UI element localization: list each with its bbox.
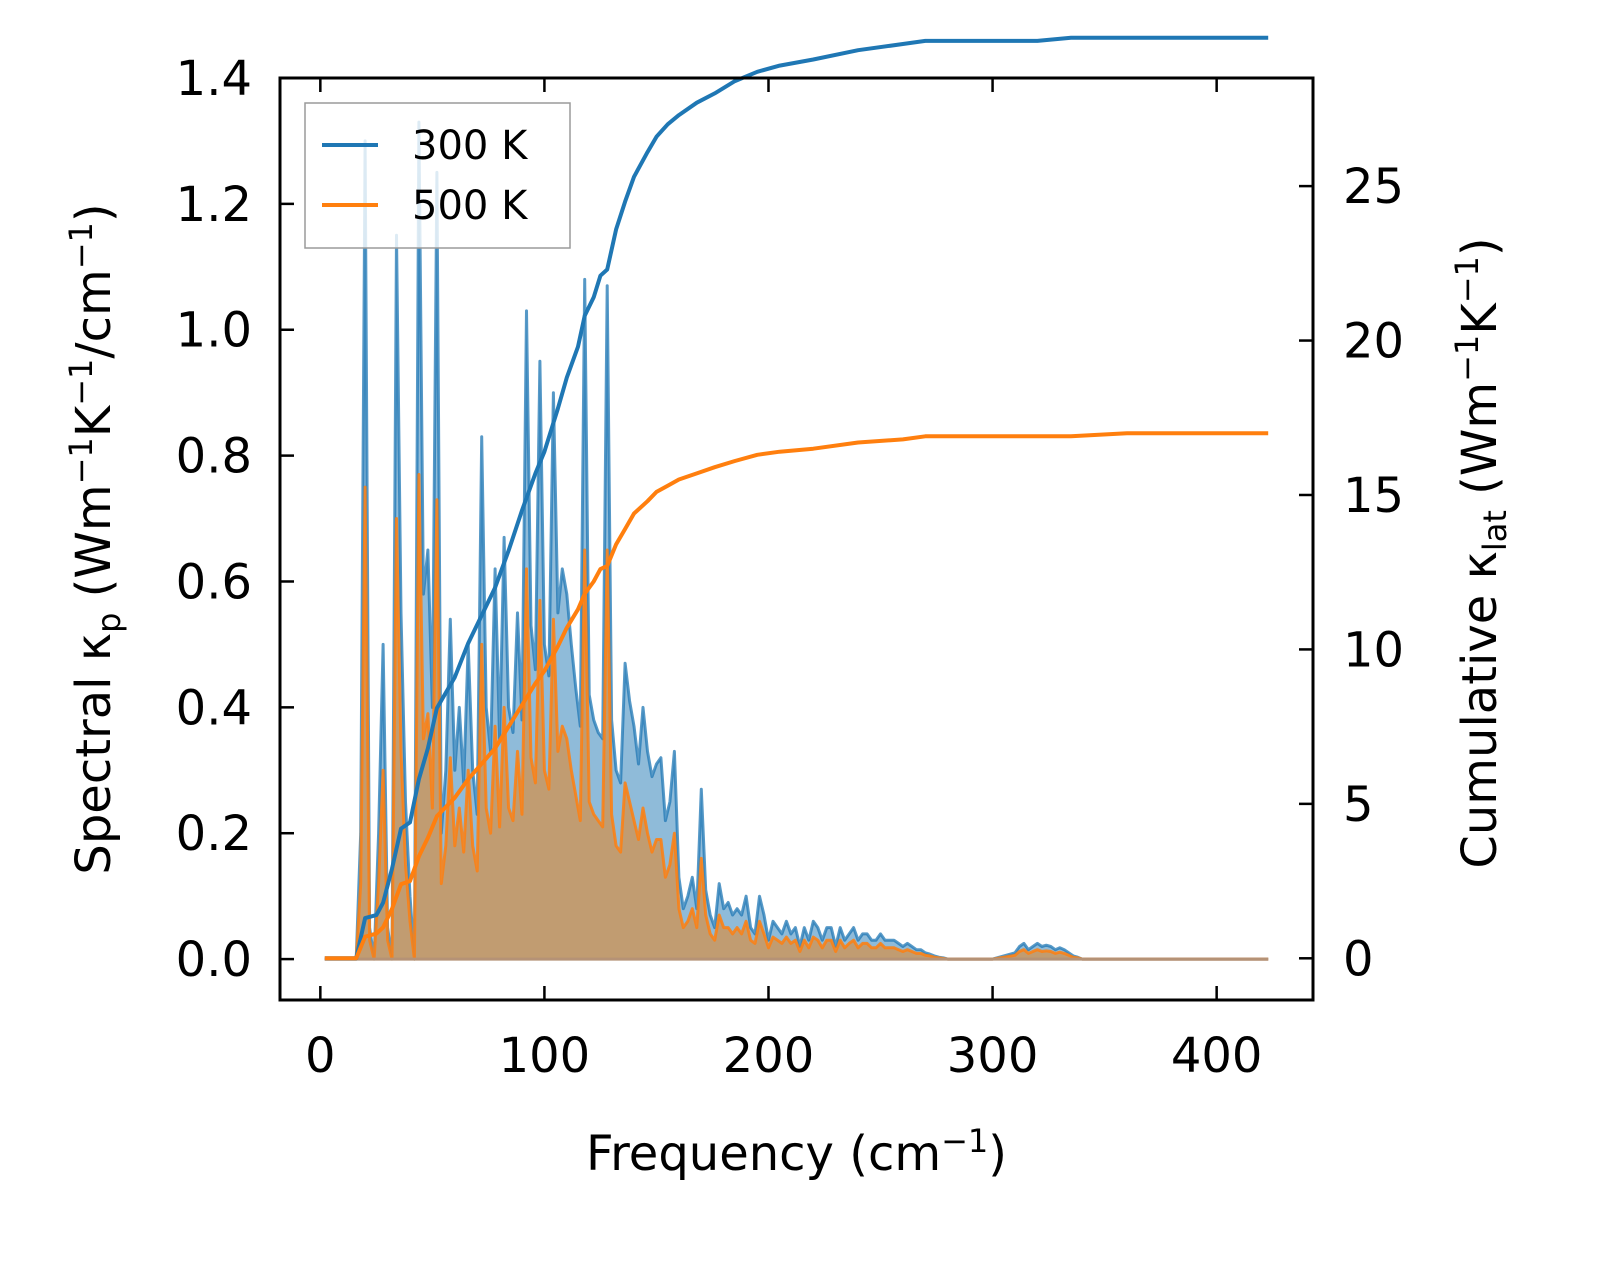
x-tick-label: 300 bbox=[947, 1028, 1039, 1084]
cumulative-500k-line bbox=[324, 431, 1269, 961]
legend-box bbox=[304, 102, 571, 249]
cumulative-300k-line bbox=[324, 35, 1269, 961]
spectral-500k-fill bbox=[324, 474, 1269, 960]
y-left-tick-label: 0.8 bbox=[176, 429, 252, 485]
y-right-tick-label: 20 bbox=[1343, 314, 1404, 370]
legend-label-500k: 500 K bbox=[412, 183, 529, 229]
x-tick-label: 400 bbox=[1171, 1028, 1263, 1084]
y-left-tick-label: 0.0 bbox=[176, 932, 252, 988]
legend: 300 K 500 K bbox=[304, 102, 571, 249]
x-axis: 0 100 200 300 400 bbox=[305, 78, 1262, 1084]
y-left-tick-label: 0.4 bbox=[176, 680, 252, 736]
y-axis-left: 0.0 0.2 0.4 0.6 0.8 1.0 1.2 1.4 bbox=[176, 51, 294, 988]
y-left-tick-label: 0.2 bbox=[176, 806, 252, 862]
y-right-tick-label: 10 bbox=[1343, 622, 1404, 678]
y-right-tick-label: 5 bbox=[1343, 777, 1374, 833]
y-left-tick-label: 1.0 bbox=[176, 303, 252, 359]
y-axis-left-label: Spectral κp (Wm−1K−1/cm−1) bbox=[62, 203, 128, 874]
y-right-tick-label: 0 bbox=[1343, 931, 1374, 987]
x-tick-label: 0 bbox=[305, 1028, 336, 1084]
x-tick-label: 100 bbox=[499, 1028, 591, 1084]
plot-data-layer bbox=[324, 35, 1269, 961]
y-axis-right-label: Cumulative κlat (Wm−1K−1) bbox=[1448, 237, 1514, 868]
x-tick-label: 200 bbox=[723, 1028, 815, 1084]
y-right-tick-label: 25 bbox=[1343, 159, 1404, 215]
legend-label-300k: 300 K bbox=[412, 123, 529, 169]
x-axis-label: Frequency (cm−1) bbox=[586, 1122, 1007, 1182]
y-left-tick-label: 1.4 bbox=[176, 51, 252, 107]
y-left-tick-label: 0.6 bbox=[176, 554, 252, 610]
y-left-tick-label: 1.2 bbox=[176, 177, 252, 233]
y-right-tick-label: 15 bbox=[1343, 468, 1404, 524]
plot-frame bbox=[278, 76, 1315, 1002]
y-axis-right: 0 5 10 15 20 25 bbox=[1299, 159, 1404, 987]
